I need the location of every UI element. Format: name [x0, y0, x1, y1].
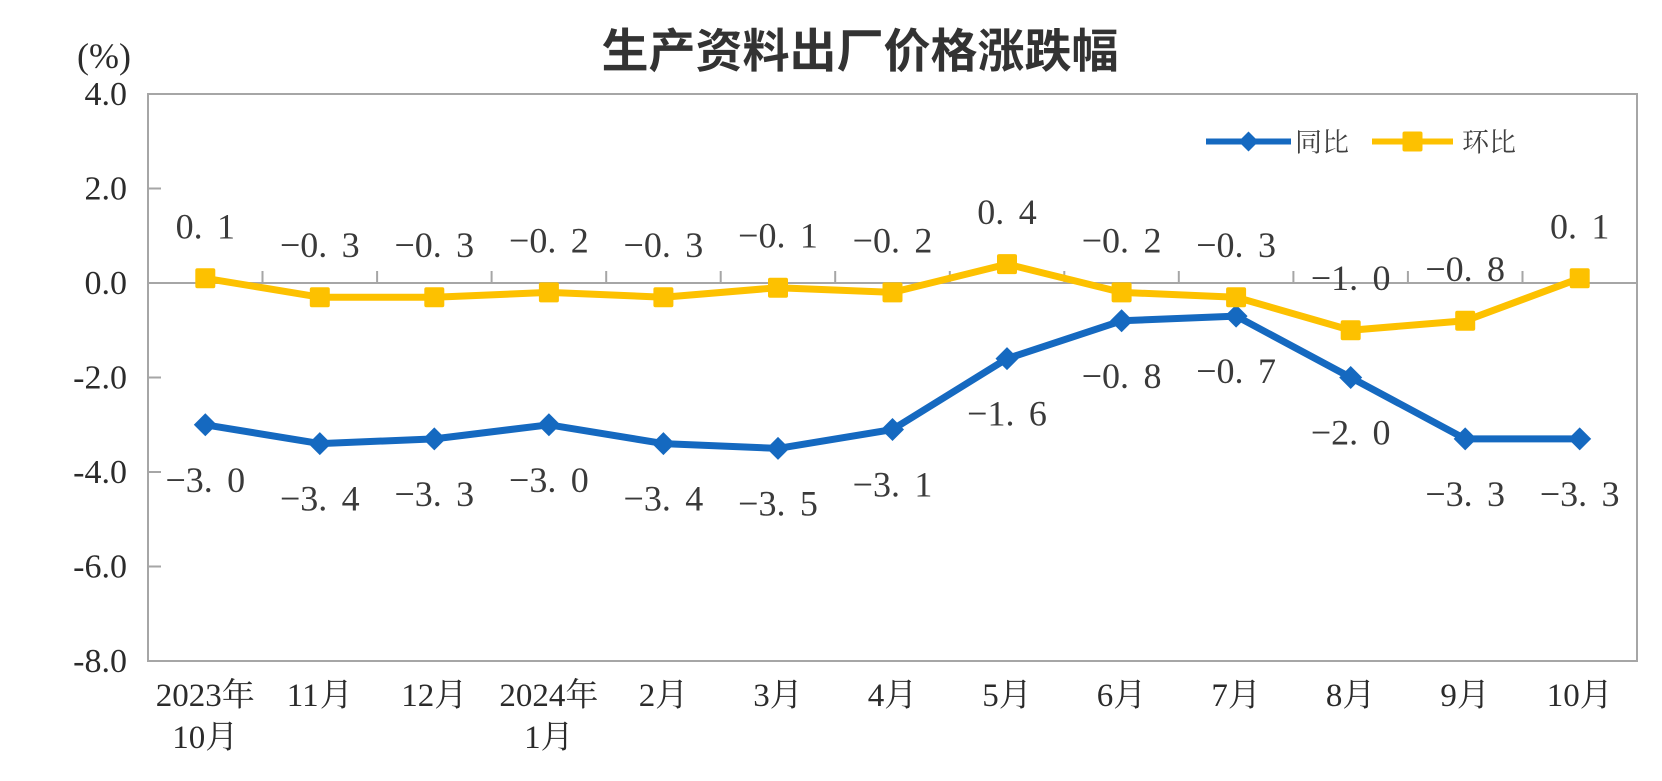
svg-text:−0. 2: −0. 2	[509, 220, 589, 260]
svg-text:2024: 2024	[499, 678, 565, 714]
svg-text:6: 6	[1097, 678, 1114, 714]
svg-text:-8.0: -8.0	[73, 643, 127, 680]
svg-text:−1. 0: −1. 0	[1311, 258, 1391, 298]
svg-text:−3. 1: −3. 1	[853, 465, 933, 505]
svg-text:7: 7	[1211, 678, 1228, 714]
svg-text:-2.0: -2.0	[73, 360, 127, 397]
svg-text:−0. 3: −0. 3	[1196, 225, 1276, 265]
svg-text:3: 3	[753, 678, 770, 714]
svg-text:0.0: 0.0	[85, 265, 128, 302]
svg-text:−3. 4: −3. 4	[280, 479, 360, 519]
svg-text:−0. 8: −0. 8	[1082, 356, 1162, 396]
svg-text:9: 9	[1440, 678, 1457, 714]
svg-text:−0. 3: −0. 3	[624, 225, 704, 265]
svg-text:10: 10	[172, 720, 205, 756]
svg-text:−0. 1: −0. 1	[738, 216, 818, 256]
svg-text:−0. 3: −0. 3	[280, 225, 360, 265]
svg-text:−0. 3: −0. 3	[394, 225, 474, 265]
svg-text:4: 4	[868, 678, 885, 714]
svg-text:2: 2	[639, 678, 656, 714]
svg-text:−0. 7: −0. 7	[1196, 351, 1276, 391]
svg-text:−3. 3: −3. 3	[394, 474, 474, 514]
svg-text:8: 8	[1326, 678, 1343, 714]
svg-text:−3. 0: −3. 0	[165, 460, 245, 500]
svg-text:−3. 3: −3. 3	[1425, 474, 1505, 514]
svg-text:0. 4: 0. 4	[977, 192, 1036, 232]
svg-text:−2. 0: −2. 0	[1311, 413, 1391, 453]
svg-text:-4.0: -4.0	[73, 454, 127, 491]
svg-text:−0. 2: −0. 2	[1082, 220, 1162, 260]
svg-text:12: 12	[401, 678, 434, 714]
svg-text:(%): (%)	[77, 36, 131, 76]
svg-text:10: 10	[1547, 678, 1580, 714]
svg-text:−3. 4: −3. 4	[624, 479, 704, 519]
svg-text:−0. 2: −0. 2	[853, 220, 933, 260]
svg-text:5: 5	[982, 678, 999, 714]
svg-text:1: 1	[524, 720, 541, 756]
svg-text:−0. 8: −0. 8	[1425, 249, 1505, 289]
svg-text:−3. 0: −3. 0	[509, 460, 589, 500]
svg-text:−1. 6: −1. 6	[967, 394, 1047, 434]
svg-text:0. 1: 0. 1	[176, 206, 235, 246]
svg-text:−3. 5: −3. 5	[738, 483, 818, 523]
svg-text:4.0: 4.0	[85, 76, 128, 113]
svg-text:-6.0: -6.0	[73, 549, 127, 586]
svg-text:2023: 2023	[156, 678, 222, 714]
svg-text:2.0: 2.0	[85, 171, 128, 208]
svg-text:−3. 3: −3. 3	[1540, 474, 1620, 514]
svg-text:11: 11	[287, 678, 319, 714]
svg-text:0. 1: 0. 1	[1550, 206, 1609, 246]
